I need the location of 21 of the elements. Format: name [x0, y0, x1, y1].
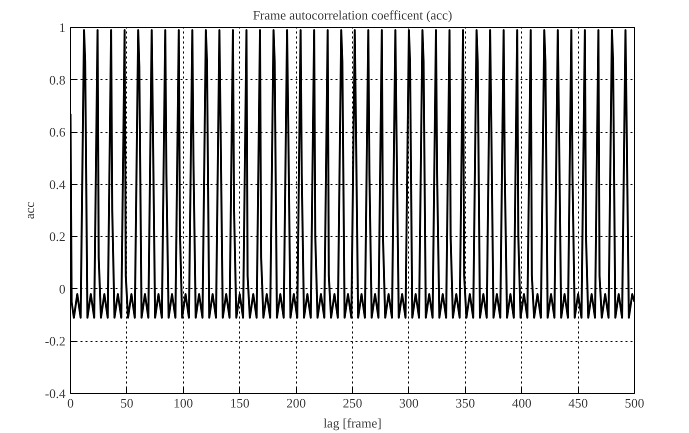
- y-tick-label: 0.8: [49, 72, 66, 88]
- x-tick-label: 200: [286, 396, 306, 410]
- x-tick-label: 300: [399, 396, 419, 410]
- x-tick-label: 500: [624, 396, 644, 410]
- x-axis-title: lag [frame]: [323, 416, 382, 430]
- x-tick-label: 250: [342, 396, 362, 410]
- y-tick-label: -0.2: [44, 334, 66, 349]
- x-tick-label: 400: [512, 396, 532, 410]
- x-tick-label: 100: [174, 396, 194, 410]
- y-tick-label: 0.2: [49, 229, 66, 244]
- x-tick-label: 50: [120, 396, 134, 410]
- y-tick-label: 0.4: [49, 176, 66, 192]
- y-tick-label: -0.4: [44, 386, 66, 401]
- chart-title: Frame autocorrelation coefficent (acc): [252, 8, 452, 22]
- x-tick-label: 450: [568, 396, 588, 410]
- y-tick-label: 1: [59, 20, 66, 35]
- x-tick-label: 350: [456, 396, 476, 410]
- y-tick-label: 0.6: [49, 124, 66, 140]
- x-tick-label: 150: [230, 396, 250, 410]
- y-tick-label: 0: [59, 281, 66, 296]
- y-axis-title: acc: [22, 202, 37, 220]
